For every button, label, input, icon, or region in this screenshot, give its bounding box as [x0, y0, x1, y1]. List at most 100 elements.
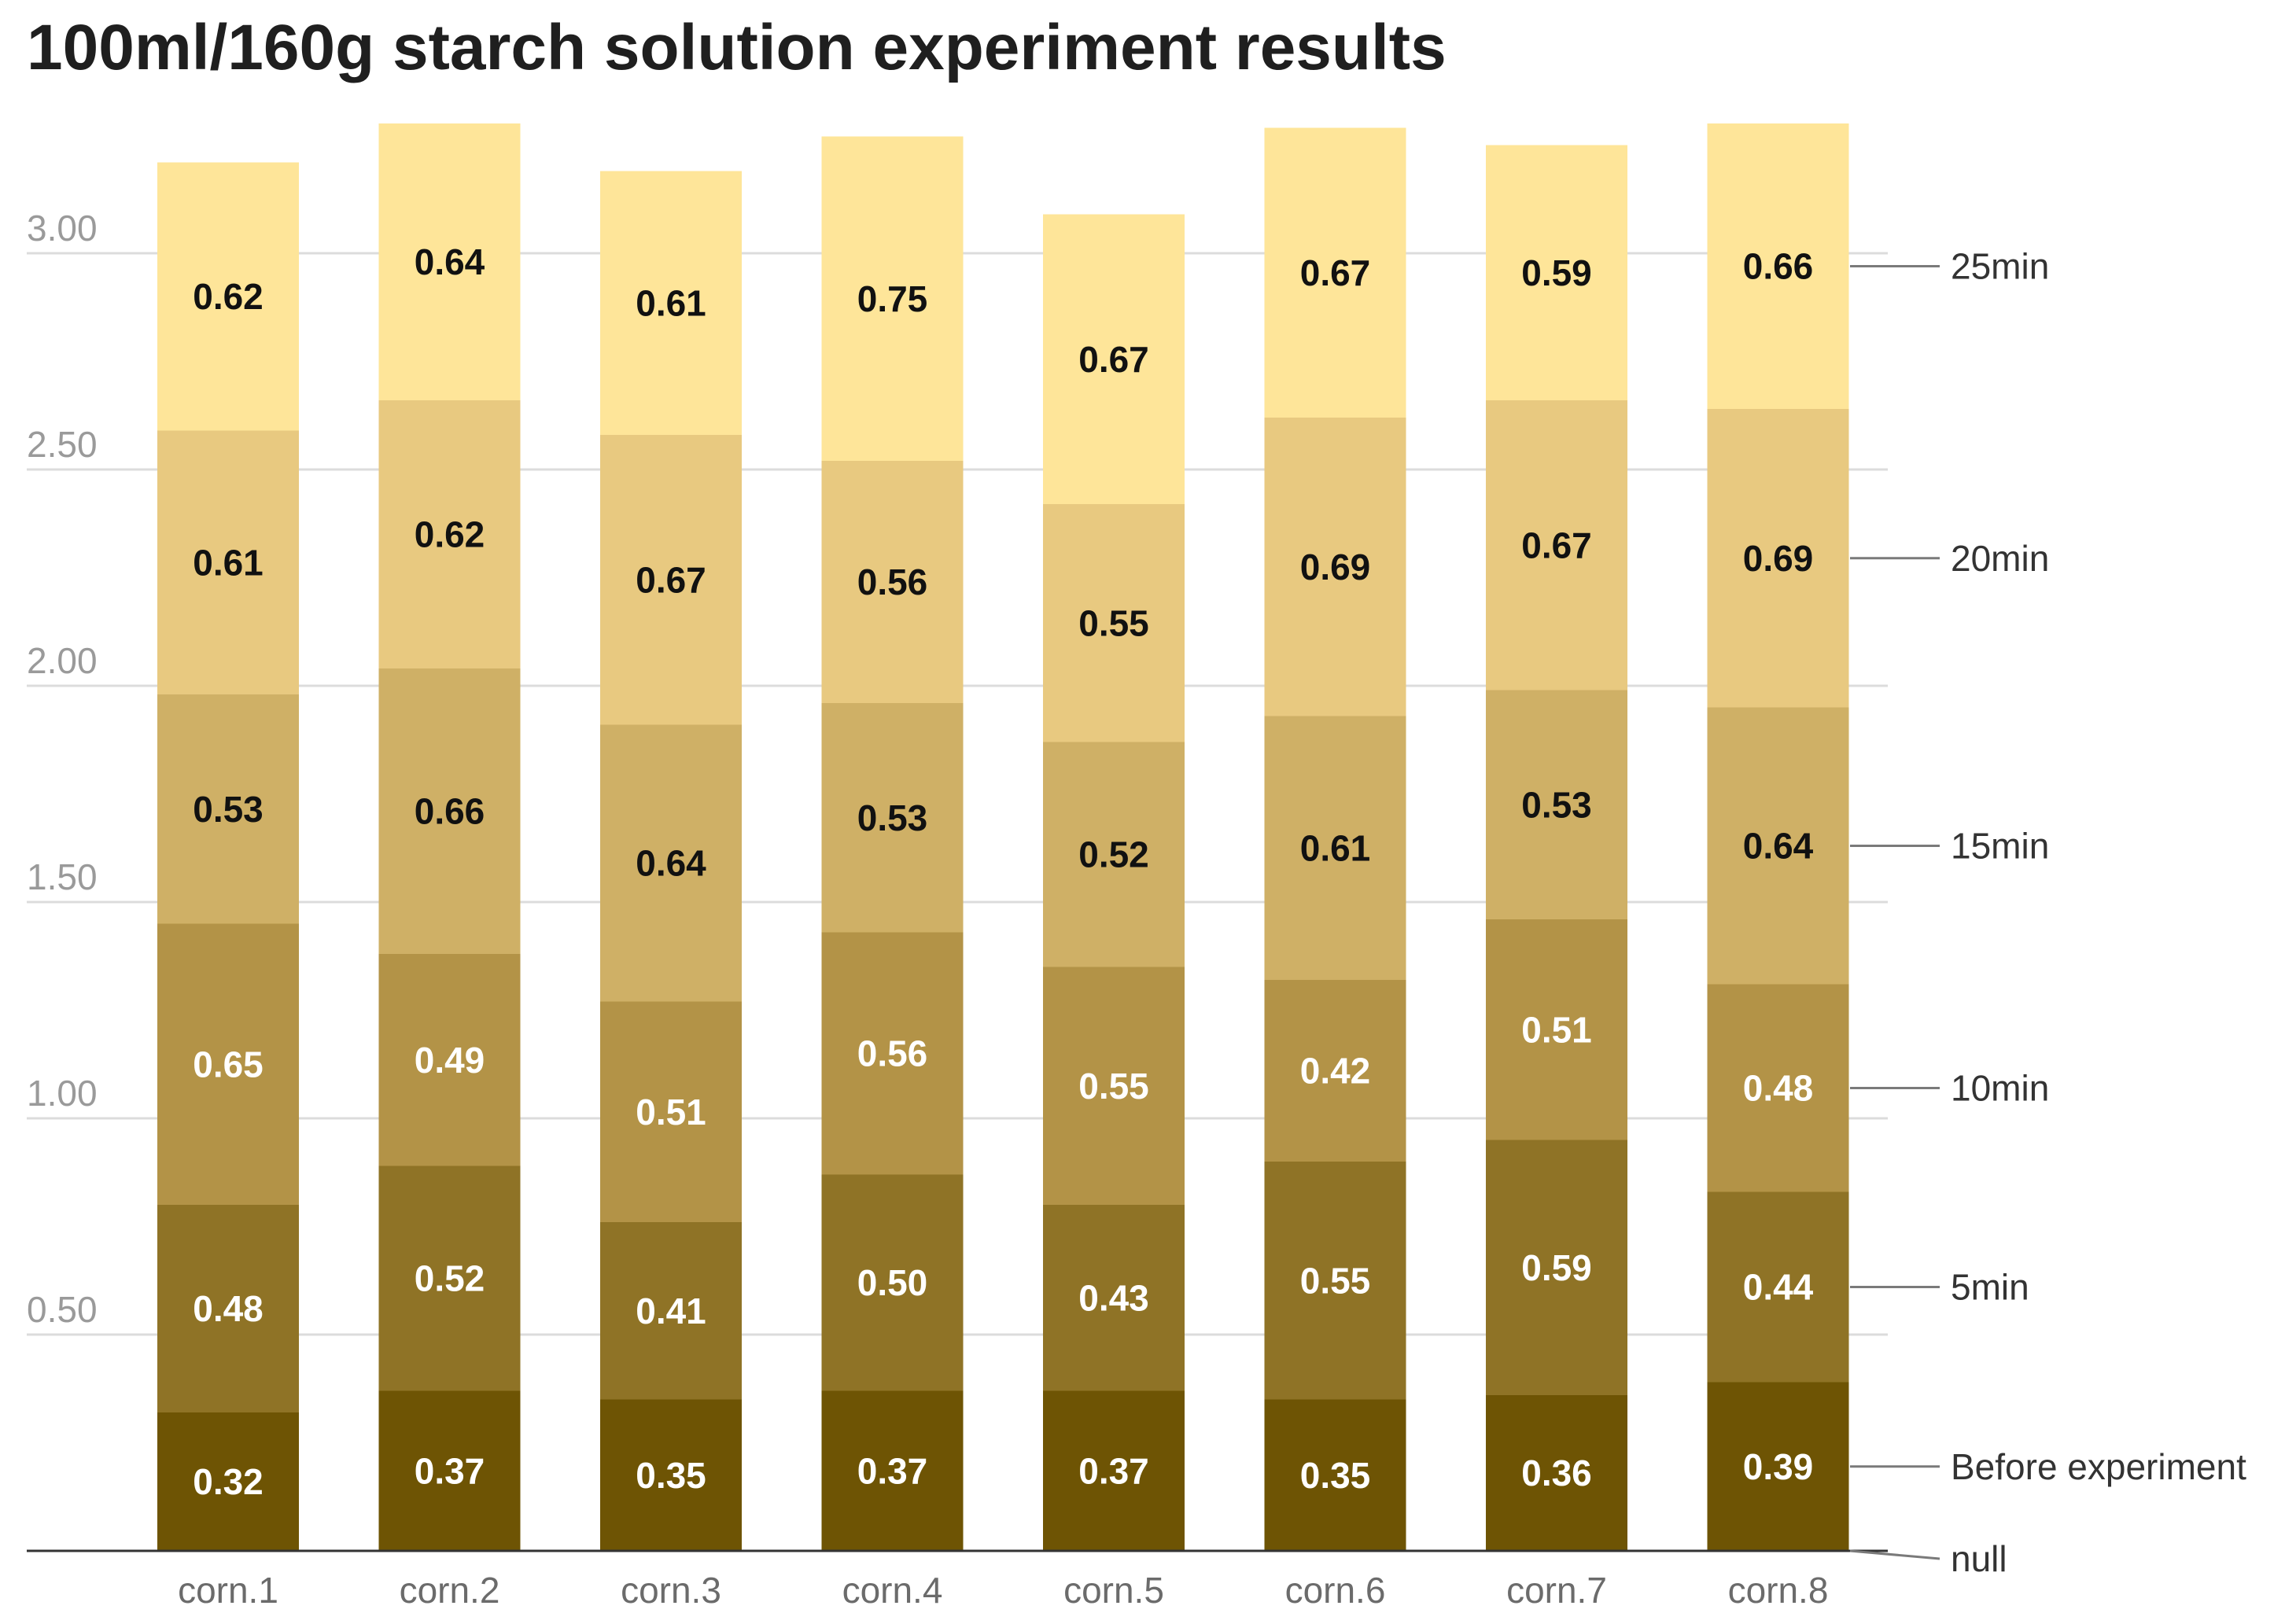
data-label: 0.64 — [415, 241, 485, 282]
data-label: 0.66 — [415, 791, 485, 832]
data-label: 0.59 — [1521, 252, 1592, 293]
x-tick-label: corn.6 — [1285, 1570, 1386, 1611]
series-label: 10min — [1951, 1068, 2049, 1109]
data-label: 0.56 — [857, 1033, 928, 1074]
bar-segment — [821, 1174, 964, 1391]
y-tick-label: 2.00 — [27, 640, 98, 681]
series-label: Before experiment — [1951, 1446, 2246, 1487]
bar-segment — [157, 162, 299, 431]
series-label: 20min — [1951, 538, 2049, 579]
series-label: 15min — [1951, 826, 2049, 867]
bar-segment — [1264, 716, 1406, 980]
y-tick-label: 1.50 — [27, 856, 98, 897]
data-label: 0.69 — [1743, 538, 1814, 579]
bar-segment — [600, 1222, 742, 1400]
data-label: 0.51 — [1521, 1009, 1592, 1050]
bar-segment — [1043, 742, 1185, 967]
data-label: 0.64 — [636, 843, 706, 884]
data-label: 0.62 — [193, 276, 264, 317]
bar-segment — [821, 1390, 964, 1551]
bar-segment — [600, 1399, 742, 1551]
bar-segment — [600, 724, 742, 1002]
data-label: 0.67 — [636, 559, 706, 600]
data-label: 0.61 — [636, 282, 706, 323]
data-label: 0.35 — [1300, 1455, 1371, 1496]
bar-segment — [378, 954, 521, 1166]
bar-segment — [821, 703, 964, 933]
bar-segment — [157, 1412, 299, 1551]
bar-segment — [600, 435, 742, 725]
x-tick-label: corn.3 — [621, 1570, 721, 1611]
series-label: 25min — [1951, 246, 2049, 287]
bar-segment — [1707, 409, 1849, 708]
data-label: 0.48 — [193, 1288, 264, 1329]
data-label: 0.67 — [1078, 339, 1149, 380]
data-label: 0.36 — [1521, 1453, 1592, 1493]
data-label: 0.51 — [636, 1092, 706, 1132]
data-label: 0.52 — [1078, 834, 1149, 875]
data-label: 0.69 — [1300, 547, 1371, 587]
bar-segment — [1043, 214, 1185, 504]
data-label: 0.67 — [1300, 252, 1371, 293]
data-label: 0.32 — [193, 1461, 264, 1502]
data-label: 0.53 — [857, 797, 928, 838]
bar-segment — [600, 1001, 742, 1222]
data-label: 0.56 — [857, 562, 928, 602]
data-label: 0.64 — [1743, 826, 1814, 867]
bar-segment — [1486, 1395, 1627, 1551]
data-label: 0.52 — [415, 1258, 485, 1299]
bar-segment — [1486, 690, 1627, 919]
x-tick-label: corn.4 — [842, 1570, 943, 1611]
data-label: 0.44 — [1743, 1267, 1814, 1308]
bar-segment — [1043, 504, 1185, 742]
data-label: 0.39 — [1743, 1446, 1814, 1487]
data-label: 0.37 — [415, 1450, 485, 1491]
series-connector — [1849, 1549, 1940, 1560]
bar-segment — [157, 923, 299, 1205]
bar-segment — [1707, 1191, 1849, 1383]
data-label: 0.59 — [1521, 1247, 1592, 1288]
labels: 0.50 1.00 1.50 2.00 2.50 3.00 0.32 0.48 0.65 0.53… — [27, 208, 2246, 1611]
bar-segment — [1707, 984, 1849, 1192]
bar-segment — [1707, 123, 1849, 409]
bar-segment — [1486, 1140, 1627, 1395]
data-label: 0.42 — [1300, 1051, 1371, 1092]
bar-segment — [378, 400, 521, 668]
x-tick-label: corn.8 — [1728, 1570, 1829, 1611]
data-label: 0.65 — [193, 1044, 264, 1085]
data-label: 0.62 — [415, 514, 485, 555]
bar-segment — [1264, 1162, 1406, 1400]
y-tick-label: 0.50 — [27, 1289, 98, 1330]
data-label: 0.67 — [1521, 525, 1592, 565]
y-tick-label: 3.00 — [27, 208, 98, 249]
data-label: 0.49 — [415, 1040, 485, 1081]
bar-segment — [1486, 145, 1627, 400]
bar-segment — [821, 136, 964, 461]
chart-title: 100ml/160g starch solution experiment re… — [27, 12, 1447, 83]
bar-segment — [1043, 967, 1185, 1205]
bar-segment — [1264, 418, 1406, 716]
bar-segment — [378, 1166, 521, 1391]
x-tick-label: corn.5 — [1063, 1570, 1164, 1611]
axes — [27, 265, 1940, 1560]
bar-segment — [1264, 127, 1406, 418]
data-label: 0.43 — [1078, 1277, 1149, 1318]
data-label: 0.61 — [193, 542, 264, 583]
bar-segment — [1043, 1205, 1185, 1391]
data-label: 0.35 — [636, 1455, 706, 1496]
bar-segment — [1707, 1382, 1849, 1551]
bar-segment — [1486, 400, 1627, 690]
bar-segment — [600, 171, 742, 435]
bar-segment — [378, 668, 521, 954]
data-label: 0.48 — [1743, 1068, 1814, 1109]
y-tick-label: 2.50 — [27, 424, 98, 465]
bar-segment — [1043, 1390, 1185, 1551]
bar-segment — [1707, 707, 1849, 985]
bar-segment — [157, 694, 299, 924]
data-label: 0.53 — [193, 789, 264, 830]
data-label: 0.55 — [1078, 602, 1149, 643]
data-label: 0.66 — [1743, 246, 1814, 287]
x-tick-label: corn.2 — [400, 1570, 500, 1611]
bar-segment — [821, 461, 964, 703]
